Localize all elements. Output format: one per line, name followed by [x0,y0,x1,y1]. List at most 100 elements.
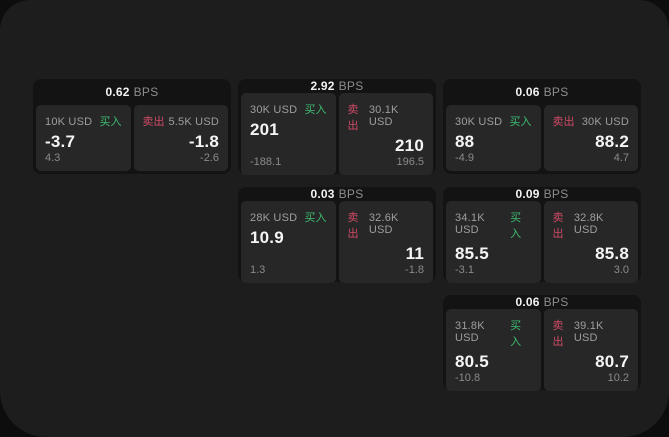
sell-sub-value: -1.8 [405,264,424,276]
sell-tile[interactable]: 卖出 39.1K USD 80.7 10.2 [543,309,638,391]
sell-tile[interactable]: 卖出 32.8K USD 85.8 3.0 [543,201,638,283]
quote-card: 0.06 BPS 30K USD 买入 88 -4.9 卖出 30K USD [443,79,641,174]
buy-price: 88 [455,132,475,151]
buy-price: 201 [250,120,279,139]
buy-tile-header: 34.1K USD 买入 [455,209,532,241]
buy-sub-value: 1.3 [250,264,266,276]
sell-price: 11 [405,244,424,263]
buy-side-label: 买入 [510,320,522,348]
sell-price: 88.2 [595,132,629,151]
sell-amount-label: 39.1K USD [573,320,604,344]
buy-sub-value: -4.9 [455,152,474,164]
buy-tile[interactable]: 10K USD 买入 -3.7 4.3 [36,105,131,171]
sell-side-label: 卖出 [347,212,359,240]
spread-value: 0.06 [515,295,540,309]
buy-tile-header: 10K USD 买入 [45,113,122,129]
quote-card-body: 34.1K USD 买入 85.5 -3.1 卖出 32.8K USD 85.8… [446,201,638,283]
buy-sub-value: -10.8 [455,372,481,384]
sell-side-label: 卖出 [552,212,564,240]
sell-tile-header: 卖出 32.8K USD [553,209,630,241]
spread-header: 0.09 BPS [446,187,638,201]
spread-value: 0.62 [105,85,130,99]
buy-tile[interactable]: 34.1K USD 买入 85.5 -3.1 [446,201,541,283]
buy-sub-value: -3.1 [455,264,474,276]
sell-tile[interactable]: 卖出 30K USD 88.2 4.7 [543,105,638,171]
sell-price: 85.8 [595,244,629,263]
quote-cards-grid: 0.62 BPS 10K USD 买入 -3.7 4.3 卖出 5.5K USD [33,79,641,391]
buy-side-label: 买入 [509,116,532,128]
sell-sub-value: 3.0 [613,264,629,276]
sell-sub-value: -2.6 [200,152,219,164]
sell-price: 210 [395,136,424,155]
sell-amount-label: 32.6K USD [368,212,399,236]
sell-tile-header: 卖出 5.5K USD [143,113,220,129]
buy-tile[interactable]: 30K USD 买入 88 -4.9 [446,105,541,171]
sell-price: -1.8 [188,132,219,151]
sell-sub-value: 4.7 [613,152,629,164]
quote-card-body: 30K USD 买入 88 -4.9 卖出 30K USD 88.2 4.7 [446,105,638,171]
quote-card: 0.09 BPS 34.1K USD 买入 85.5 -3.1 卖出 32.8K… [443,187,641,283]
sell-tile[interactable]: 卖出 30.1K USD 210 196.5 [338,93,433,175]
buy-price: -3.7 [45,132,76,151]
sell-tile[interactable]: 卖出 5.5K USD -1.8 -2.6 [133,105,228,171]
buy-price: 10.9 [250,228,284,247]
sell-tile-header: 卖出 30.1K USD [348,101,425,133]
buy-side-label: 买入 [304,104,327,116]
quote-card: 0.03 BPS 28K USD 买入 10.9 1.3 卖出 32.6K US… [238,187,436,283]
sell-sub-value: 196.5 [396,156,424,168]
sell-sub-value: 10.2 [607,372,629,384]
sell-side-label: 卖出 [552,116,575,128]
spread-header: 2.92 BPS [241,79,433,93]
buy-tile[interactable]: 30K USD 买入 201 -188.1 [241,93,336,175]
spread-unit-label: BPS [338,79,364,93]
buy-tile-header: 31.8K USD 买入 [455,317,532,349]
buy-price: 85.5 [455,244,489,263]
spread-value: 0.09 [515,187,540,201]
spread-unit-label: BPS [543,295,569,309]
spread-header: 0.03 BPS [241,187,433,201]
sell-tile-header: 卖出 32.6K USD [348,209,425,241]
spread-value: 0.03 [310,187,335,201]
sell-tile[interactable]: 卖出 32.6K USD 11 -1.8 [338,201,433,283]
buy-amount-label: 34.1K USD [455,212,485,236]
quote-card-body: 10K USD 买入 -3.7 4.3 卖出 5.5K USD -1.8 -2.… [36,105,228,171]
buy-tile[interactable]: 28K USD 买入 10.9 1.3 [241,201,336,283]
buy-tile-header: 30K USD 买入 [455,113,532,129]
spread-header: 0.62 BPS [36,79,228,105]
sell-amount-label: 30K USD [581,116,629,128]
buy-side-label: 买入 [304,212,327,224]
sell-side-label: 卖出 [552,320,564,348]
sell-tile-header: 卖出 39.1K USD [553,317,630,349]
spread-value: 0.06 [515,85,540,99]
spread-header: 0.06 BPS [446,79,638,105]
sell-amount-label: 32.8K USD [573,212,604,236]
sell-amount-label: 30.1K USD [368,104,399,128]
buy-amount-label: 30K USD [250,104,298,116]
quote-card-body: 30K USD 买入 201 -188.1 卖出 30.1K USD 210 1… [241,93,433,175]
sell-side-label: 卖出 [347,104,359,132]
buy-price: 80.5 [455,352,489,371]
sell-amount-label: 5.5K USD [168,116,219,128]
spread-unit-label: BPS [133,85,159,99]
buy-tile-header: 30K USD 买入 [250,101,327,117]
buy-side-label: 买入 [510,212,522,240]
buy-tile[interactable]: 31.8K USD 买入 80.5 -10.8 [446,309,541,391]
quote-card: 2.92 BPS 30K USD 买入 201 -188.1 卖出 30.1K … [238,79,436,175]
buy-amount-label: 10K USD [45,116,93,128]
buy-tile-header: 28K USD 买入 [250,209,327,225]
sell-side-label: 卖出 [142,116,165,128]
sell-tile-header: 卖出 30K USD [553,113,630,129]
spread-header: 0.06 BPS [446,295,638,309]
quote-card-body: 31.8K USD 买入 80.5 -10.8 卖出 39.1K USD 80.… [446,309,638,391]
sell-price: 80.7 [595,352,629,371]
quote-card: 0.62 BPS 10K USD 买入 -3.7 4.3 卖出 5.5K USD [33,79,231,174]
buy-amount-label: 28K USD [250,212,298,224]
spread-value: 2.92 [310,79,335,93]
spread-unit-label: BPS [543,85,569,99]
buy-amount-label: 31.8K USD [455,320,485,344]
spread-unit-label: BPS [338,187,364,201]
buy-sub-value: -188.1 [250,156,282,168]
buy-amount-label: 30K USD [455,116,503,128]
quote-card-body: 28K USD 买入 10.9 1.3 卖出 32.6K USD 11 -1.8 [241,201,433,283]
spread-unit-label: BPS [543,187,569,201]
